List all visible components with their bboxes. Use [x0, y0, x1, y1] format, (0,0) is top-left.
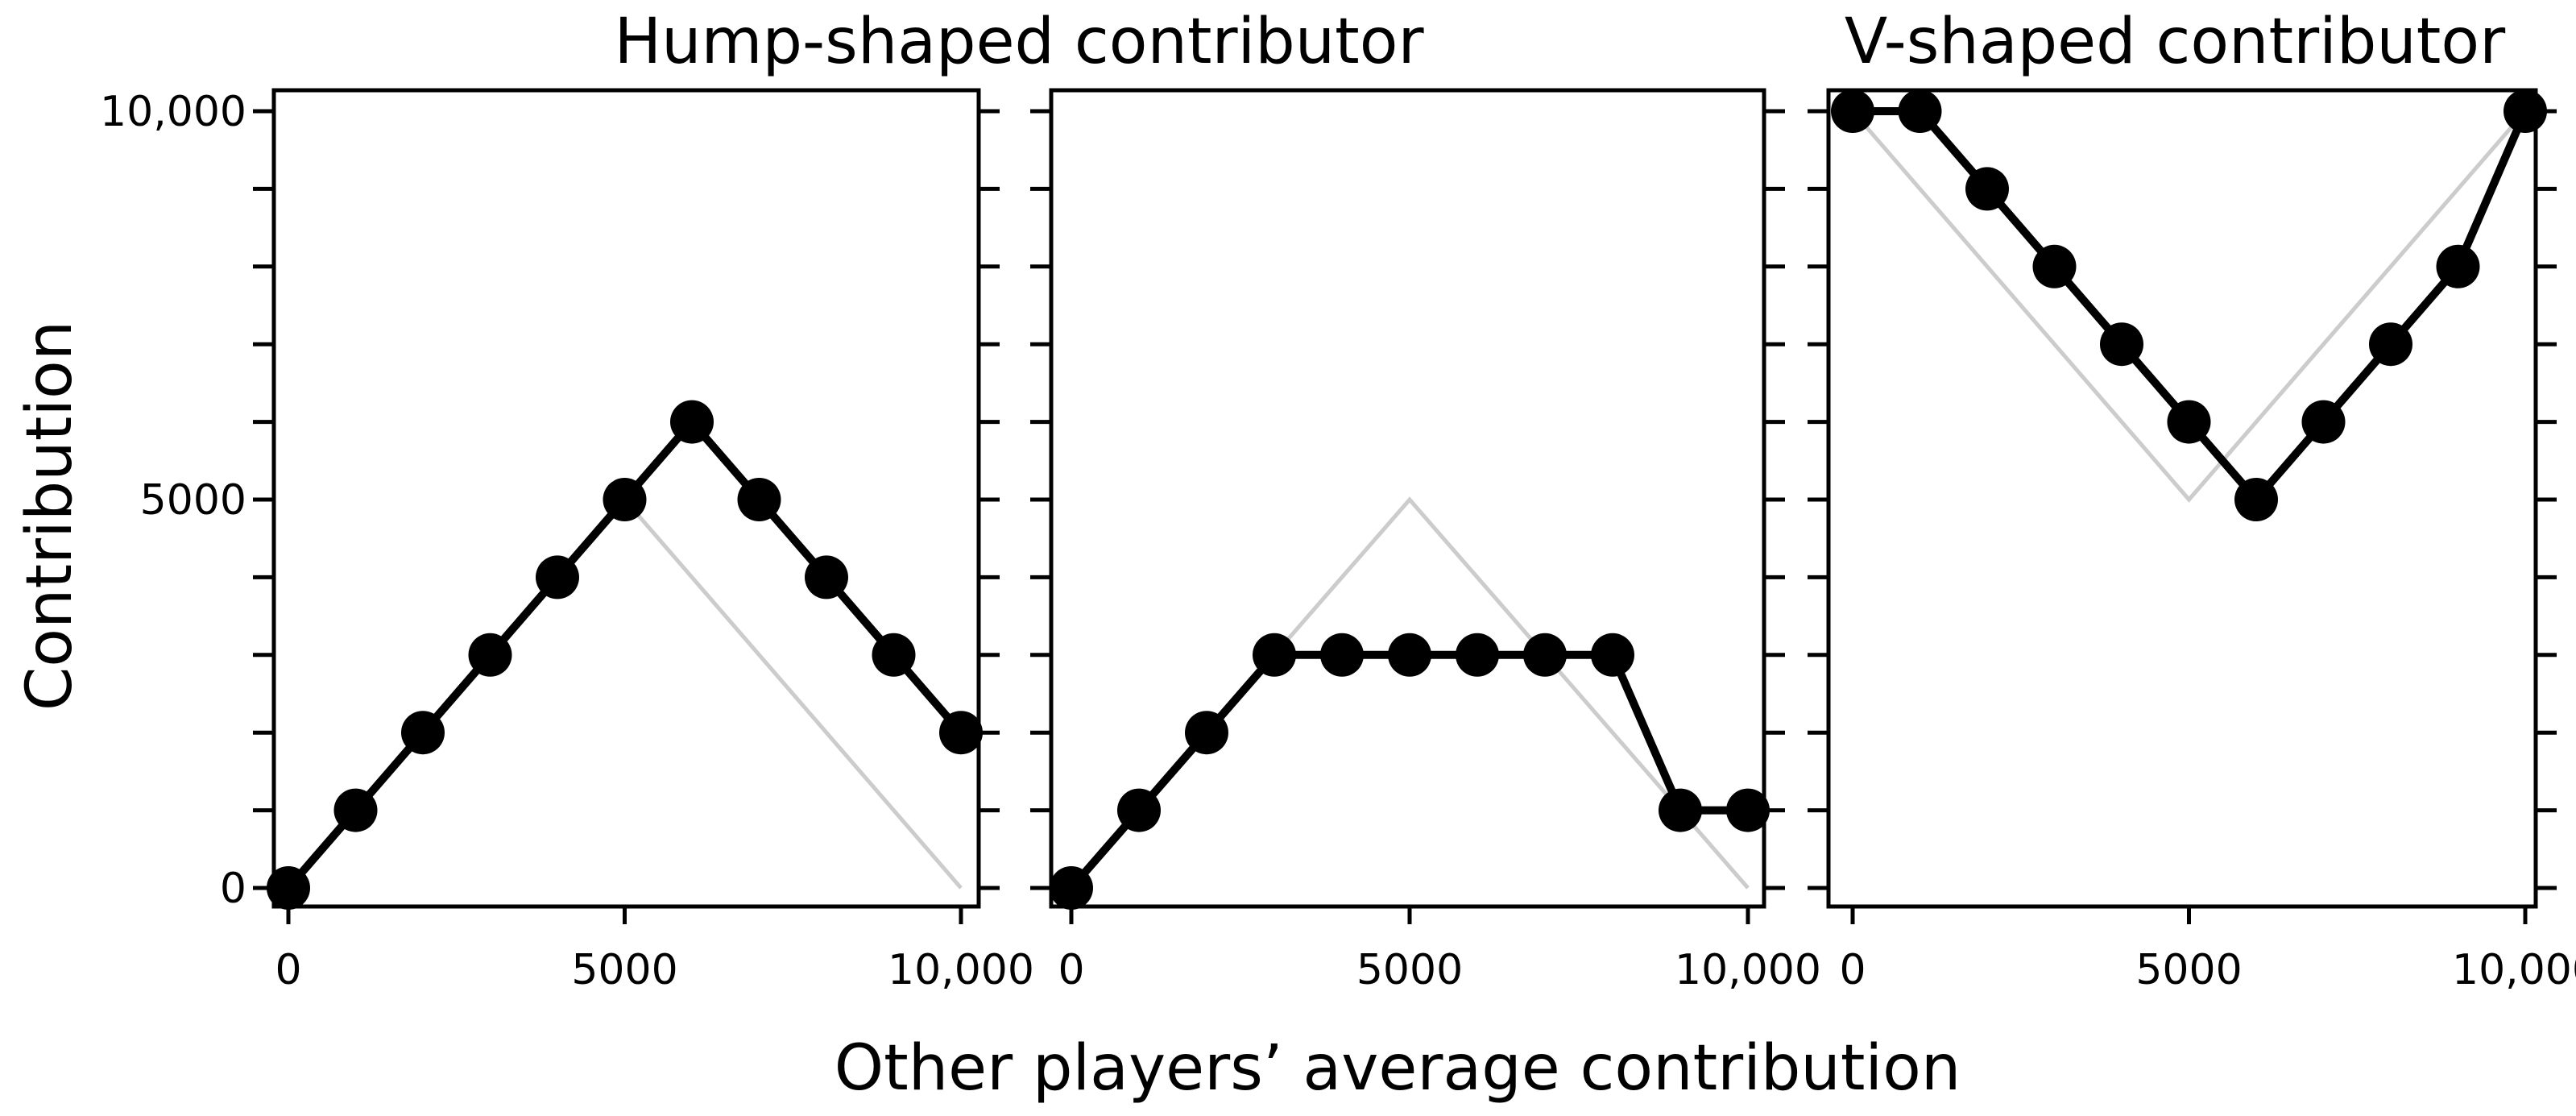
data-point: [2167, 400, 2211, 444]
y-axis-title: Contribution: [14, 321, 86, 711]
reference-line: [1851, 110, 2527, 503]
x-tick-label: 10,000: [1675, 946, 1821, 994]
data-point: [2436, 244, 2480, 288]
data-point: [2100, 322, 2143, 367]
reference-line: [287, 496, 963, 890]
data-point: [2369, 322, 2412, 367]
data-point: [536, 555, 579, 599]
data-point: [737, 478, 781, 521]
x-tick-label: 0: [1839, 946, 1866, 994]
data-point: [1185, 711, 1228, 755]
data-point: [1898, 89, 1942, 133]
data-point: [401, 711, 445, 755]
data-point: [1320, 633, 1364, 677]
data-point: [267, 866, 310, 910]
plot-frame: [1826, 88, 2538, 909]
panel-1: 0 5000 10,000 0 5000 10,000: [100, 88, 1034, 994]
v-shaped-title: V-shaped contributor: [1845, 6, 2506, 78]
y-tick-label: 10,000: [100, 88, 246, 136]
data-point: [2032, 244, 2077, 288]
data-point: [1523, 633, 1567, 677]
data-point: [1831, 89, 1874, 133]
panels: 0 5000 10,000 0 5000 10,000 0 5000 10,000 0 5000 10…: [100, 88, 2576, 994]
reference-line: [1070, 496, 1750, 890]
data-point: [1388, 633, 1431, 677]
x-axis-title: Other players’ average contribution: [835, 1032, 1961, 1105]
data-point: [1050, 866, 1093, 910]
data-point: [872, 633, 916, 677]
data-point: [1591, 633, 1634, 677]
data-point: [670, 400, 714, 444]
x-tick-label: 5000: [571, 946, 677, 994]
data-point: [1659, 788, 1702, 832]
data-point: [2504, 89, 2547, 133]
y-tick-label: 0: [220, 865, 246, 913]
x-tick-label: 5000: [1356, 946, 1463, 994]
x-tick-label: 10,000: [2452, 946, 2576, 994]
panel-3: 0 5000 10,000: [1808, 88, 2576, 994]
data-point: [1456, 633, 1499, 677]
x-tick-label: 0: [1058, 946, 1084, 994]
data-point: [1117, 788, 1161, 832]
data-point: [1965, 167, 2009, 211]
hump-shaped-title: Hump-shaped contributor: [614, 6, 1424, 78]
data-point: [1726, 788, 1770, 832]
x-tick-label: 5000: [2135, 946, 2242, 994]
data-point: [468, 633, 512, 677]
data-point: [603, 478, 647, 521]
data-point: [2234, 478, 2278, 521]
panel-2: 0 5000 10,000: [1030, 88, 1821, 994]
data-point: [1253, 633, 1296, 677]
x-tick-label: 0: [275, 946, 301, 994]
data-point: [2301, 400, 2346, 444]
x-tick-label: 10,000: [888, 946, 1034, 994]
data-point: [333, 788, 378, 832]
data-point: [805, 555, 848, 599]
data-point: [939, 711, 983, 755]
y-tick-label: 5000: [140, 476, 246, 525]
